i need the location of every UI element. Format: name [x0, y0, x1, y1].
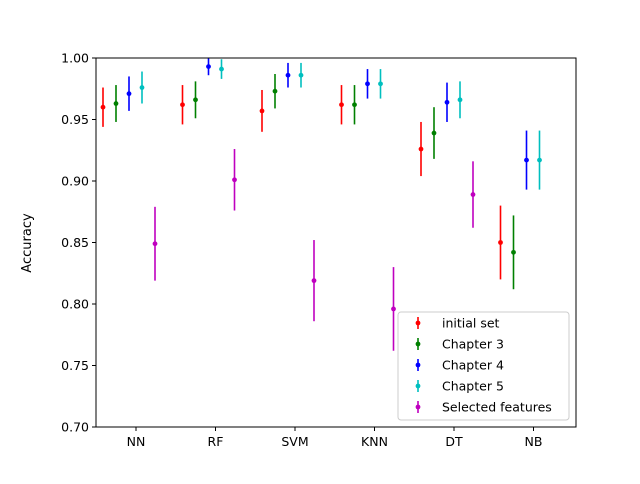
data-point-3-3: [378, 81, 383, 87]
y-tick-label-0: 0.70: [61, 420, 89, 435]
legend-label-0: initial set: [442, 316, 500, 331]
data-point-4-4: [470, 192, 476, 197]
x-tick-label-4: DT: [445, 434, 463, 449]
data-point-3-1: [219, 66, 224, 72]
data-point-2-0: [126, 91, 132, 97]
x-tick-label-5: NB: [525, 434, 543, 449]
data-point-2-3: [365, 81, 370, 87]
legend-label-2: Chapter 4: [442, 358, 504, 373]
data-point-2-4: [444, 99, 450, 105]
data-point-0-1: [180, 102, 185, 108]
legend-marker-1: [415, 341, 421, 347]
data-point-2-1: [206, 64, 211, 70]
x-tick-label-0: NN: [127, 434, 146, 449]
data-point-2-5: [524, 157, 529, 163]
legend-label-3: Chapter 5: [442, 379, 504, 394]
data-point-1-5: [511, 249, 516, 255]
y-tick-label-6: 1.00: [61, 51, 89, 66]
legend-marker-0: [415, 320, 421, 326]
x-tick-label-3: KNN: [361, 434, 388, 449]
data-point-3-2: [298, 72, 304, 78]
data-point-0-0: [100, 104, 106, 110]
data-point-3-5: [537, 157, 542, 163]
data-point-3-0: [139, 85, 145, 90]
data-point-1-2: [272, 88, 278, 94]
data-point-1-4: [431, 130, 437, 136]
y-tick-label-1: 0.75: [61, 358, 89, 373]
data-point-0-2: [259, 108, 265, 114]
x-tick-label-2: SVM: [281, 434, 308, 449]
y-axis-label: Accuracy: [20, 213, 35, 273]
data-point-1-0: [113, 101, 119, 106]
y-tick-label-5: 0.95: [61, 112, 89, 127]
legend-box: [397, 311, 570, 421]
data-point-4-3: [391, 306, 396, 312]
legend-marker-2: [415, 362, 421, 368]
legend-label-4: Selected features: [442, 400, 552, 415]
data-point-4-1: [232, 177, 237, 183]
data-point-2-2: [285, 72, 291, 78]
data-point-4-2: [311, 278, 317, 284]
y-tick-label-3: 0.85: [61, 235, 89, 250]
data-point-0-3: [339, 102, 344, 108]
y-tick-label-2: 0.80: [61, 297, 89, 312]
legend-marker-4: [415, 404, 421, 410]
legend-label-1: Chapter 3: [442, 337, 504, 352]
data-point-1-1: [193, 97, 198, 103]
data-point-1-3: [352, 102, 357, 108]
data-point-3-4: [457, 97, 463, 103]
x-tick-label-1: RF: [208, 434, 224, 449]
legend-marker-3: [415, 383, 421, 389]
y-tick-label-4: 0.90: [61, 174, 89, 189]
data-point-4-0: [152, 241, 158, 247]
data-point-0-4: [418, 146, 424, 152]
data-point-0-5: [498, 240, 503, 245]
